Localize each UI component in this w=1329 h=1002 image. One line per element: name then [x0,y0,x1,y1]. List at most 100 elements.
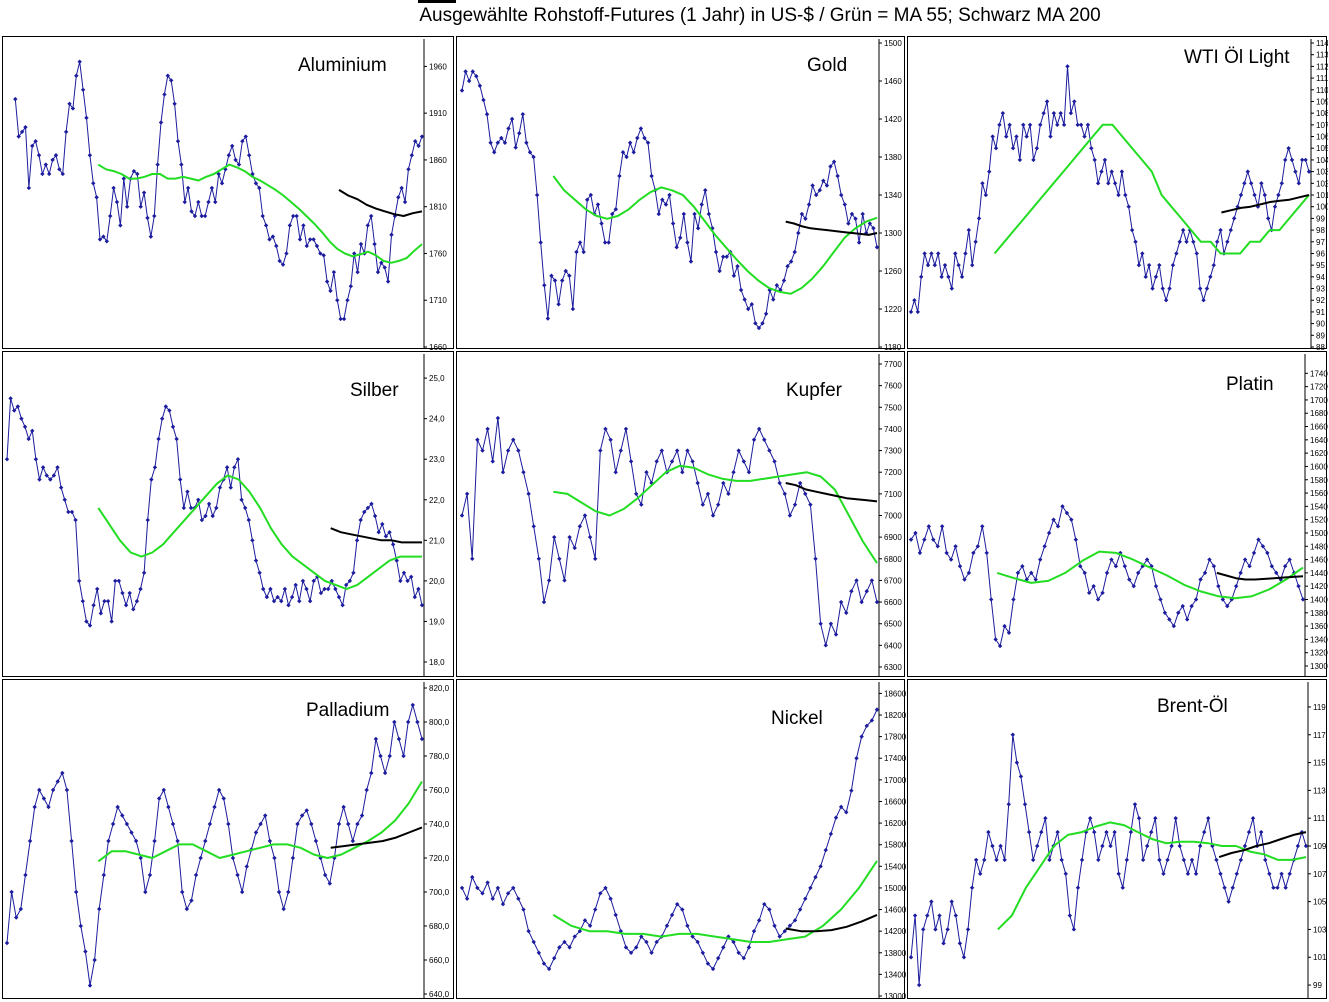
price-point [396,195,401,200]
price-point [957,941,963,946]
price-point [649,173,654,179]
price-point [311,237,316,242]
figure-title: Ausgewählte Rohstoff-Futures (1 Jahr) in… [419,5,1101,26]
price-point [838,599,844,605]
price-point [162,92,167,97]
price-point [726,934,731,939]
price-point [354,538,360,543]
price-point [869,578,875,583]
price-point [557,945,562,950]
price-point [277,258,282,264]
price-point [459,885,465,891]
price-point [700,950,706,955]
price-point [328,288,333,294]
price-point [127,590,132,596]
price-point [46,804,51,810]
price-point [372,513,378,519]
price-point [557,556,562,561]
price-point [58,485,64,490]
price-point [939,524,945,529]
price-point [929,899,934,904]
price-point [1153,583,1159,589]
price-point [152,213,157,219]
price-point [1136,815,1142,821]
price-point [1108,843,1113,849]
price-point [1014,760,1020,765]
price-point [500,901,506,907]
price-point [746,470,752,475]
price-point [1218,227,1223,233]
price-point [956,262,961,268]
price-point [309,821,314,827]
price-point [1216,583,1221,589]
y-tick-label: 114 [1316,39,1328,48]
price-point [1286,146,1291,151]
price-point [777,934,782,939]
price-point [772,459,777,464]
price-point [1043,815,1048,821]
y-tick-label: 1320 [1310,649,1328,658]
y-tick-label: 15000 [884,884,906,893]
price-point [239,889,245,895]
price-point [290,855,296,861]
price-point [396,736,402,742]
price-point [608,437,613,442]
price-point [990,843,995,849]
y-tick-label: 110 [1316,86,1328,95]
y-tick-label: 21,0 [429,536,445,545]
price-point [613,912,618,918]
price-point [1073,537,1079,542]
price-point [1021,122,1026,128]
chart-title-wti: WTI Öl Light [1184,47,1290,68]
y-tick-label: 640,0 [429,990,450,999]
price-point [524,140,529,145]
y-tick-label: 780,0 [429,752,450,761]
price-point [401,570,407,575]
y-tick-label: 1420 [1310,582,1328,591]
price-point [481,97,486,103]
price-point [613,470,618,475]
chart-svg-nickel: 13000 13400 13800 14200 14600 15000 15400 15800… [459,682,906,1000]
price-point [821,178,826,183]
price-point [14,915,19,920]
price-point [22,424,28,429]
price-point [919,274,924,280]
price-point [70,106,76,111]
price-point [1038,122,1043,128]
price-point [104,239,110,244]
price-point [459,88,465,93]
price-point [46,171,52,177]
price-point [324,279,330,284]
price-point [207,821,213,827]
price-point [577,524,583,529]
price-point [1276,192,1281,198]
price-point [209,185,215,191]
y-tick-label: 1460 [884,77,902,86]
price-point [1092,829,1097,835]
price-point [253,558,259,563]
price-point [1279,871,1284,877]
price-point [628,459,634,464]
price-point [660,197,665,202]
price-point [699,202,704,207]
price-point [538,240,543,245]
price-point [459,513,465,518]
ma200-line-wti [1221,194,1310,214]
price-point [106,838,111,844]
price-point [13,96,18,102]
price-point [572,934,577,939]
price-point [536,950,542,955]
price-point [166,804,171,810]
price-point [973,857,979,863]
price-point [545,316,551,321]
price-point [179,162,184,167]
y-tick-label: 1810 [429,203,447,212]
price-point [664,923,670,928]
price-point [998,843,1003,849]
price-point [1181,857,1187,863]
price-point [925,913,930,918]
price-point [175,139,181,144]
price-point [199,213,204,219]
price-point [526,491,531,497]
price-point [674,448,680,453]
